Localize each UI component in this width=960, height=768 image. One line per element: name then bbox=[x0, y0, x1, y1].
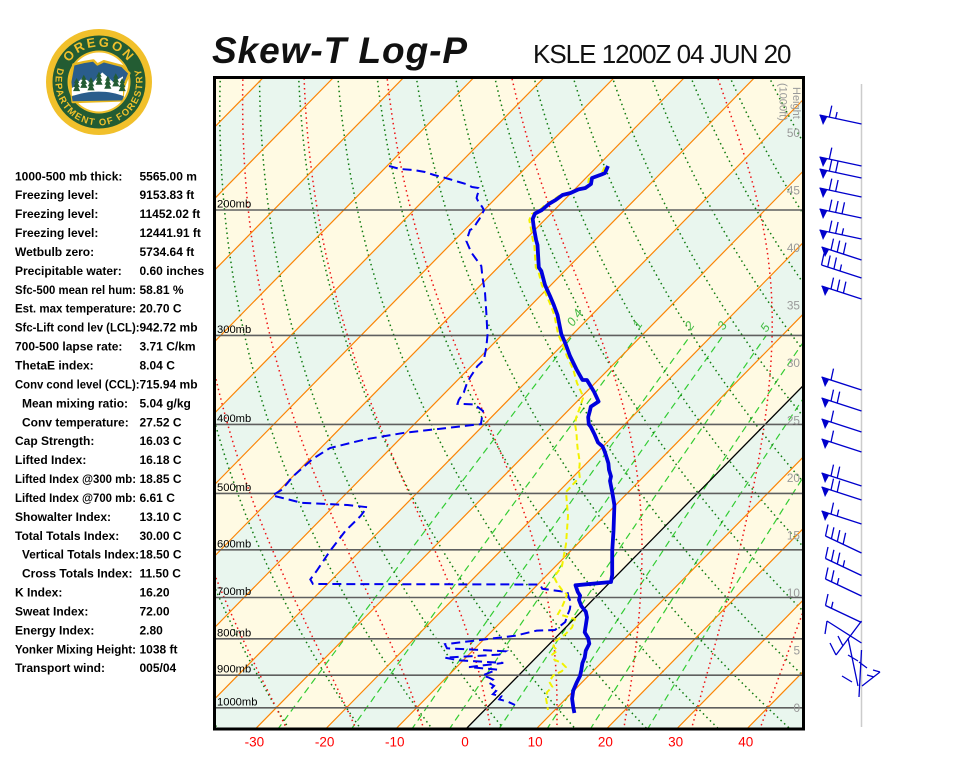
svg-text:6.61 C: 6.61 C bbox=[140, 491, 176, 505]
svg-text:Energy Index:: Energy Index: bbox=[15, 623, 94, 637]
svg-text:Height: Height bbox=[790, 87, 802, 119]
svg-text:2.80: 2.80 bbox=[140, 623, 164, 637]
svg-text:27.52 C: 27.52 C bbox=[140, 415, 182, 429]
svg-text:Est. max temperature:: Est. max temperature: bbox=[15, 302, 136, 316]
svg-text:9153.83 ft: 9153.83 ft bbox=[140, 188, 195, 202]
svg-text:30: 30 bbox=[787, 356, 801, 370]
svg-text:10: 10 bbox=[787, 586, 801, 600]
svg-text:35: 35 bbox=[787, 299, 801, 313]
svg-text:Total Totals Index:: Total Totals Index: bbox=[15, 529, 119, 543]
svg-text:715.94 mb: 715.94 mb bbox=[140, 377, 198, 391]
svg-text:58.81 %: 58.81 % bbox=[140, 283, 184, 297]
svg-text:8.04 C: 8.04 C bbox=[140, 359, 176, 373]
svg-text:15: 15 bbox=[787, 529, 801, 543]
svg-text:18.85 C: 18.85 C bbox=[140, 472, 182, 486]
svg-text:0: 0 bbox=[793, 701, 800, 715]
svg-text:5734.64 ft: 5734.64 ft bbox=[140, 245, 195, 259]
svg-text:12441.91 ft: 12441.91 ft bbox=[140, 226, 201, 240]
svg-text:-10: -10 bbox=[385, 735, 405, 750]
svg-text:800mb: 800mb bbox=[217, 627, 251, 639]
svg-text:45: 45 bbox=[787, 184, 801, 198]
svg-text:18.50 C: 18.50 C bbox=[140, 548, 182, 562]
svg-text:0: 0 bbox=[461, 735, 469, 750]
svg-text:30: 30 bbox=[668, 735, 683, 750]
svg-text:KSLE 1200Z 04 JUN 20: KSLE 1200Z 04 JUN 20 bbox=[533, 39, 791, 69]
svg-text:Yonker Mixing Height:: Yonker Mixing Height: bbox=[15, 642, 136, 656]
svg-text:Sweat Index:: Sweat Index: bbox=[15, 605, 88, 619]
svg-text:Sfc-500 mean rel hum:: Sfc-500 mean rel hum: bbox=[15, 283, 136, 297]
svg-text:942.72 mb: 942.72 mb bbox=[140, 321, 198, 335]
svg-text:Freezing level:: Freezing level: bbox=[15, 226, 98, 240]
svg-text:Cross Totals Index:: Cross Totals Index: bbox=[22, 567, 132, 581]
svg-text:Showalter Index:: Showalter Index: bbox=[15, 510, 111, 524]
svg-text:30.00 C: 30.00 C bbox=[140, 529, 182, 543]
svg-text:Mean mixing ratio:: Mean mixing ratio: bbox=[22, 396, 128, 410]
svg-text:16.03 C: 16.03 C bbox=[140, 434, 182, 448]
svg-text:1000-500 mb thick:: 1000-500 mb thick: bbox=[15, 169, 122, 183]
svg-text:20.70 C: 20.70 C bbox=[140, 302, 182, 316]
svg-text:11452.02 ft: 11452.02 ft bbox=[140, 207, 201, 221]
svg-text:900mb: 900mb bbox=[217, 664, 251, 676]
svg-text:Lifted Index @700 mb:: Lifted Index @700 mb: bbox=[15, 491, 136, 505]
svg-text:Wetbulb zero:: Wetbulb zero: bbox=[15, 245, 94, 259]
svg-text:1000mb: 1000mb bbox=[217, 696, 257, 708]
svg-text:13.10 C: 13.10 C bbox=[140, 510, 182, 524]
svg-text:Conv temperature:: Conv temperature: bbox=[22, 415, 129, 429]
svg-text:700-500 lapse rate:: 700-500 lapse rate: bbox=[15, 340, 122, 354]
svg-text:Precipitable water:: Precipitable water: bbox=[15, 264, 122, 278]
svg-text:-20: -20 bbox=[315, 735, 335, 750]
svg-text:Transport wind:: Transport wind: bbox=[15, 661, 105, 675]
svg-text:20: 20 bbox=[598, 735, 613, 750]
svg-text:700mb: 700mb bbox=[217, 586, 251, 598]
svg-text:11.50 C: 11.50 C bbox=[140, 567, 182, 581]
svg-text:200mb: 200mb bbox=[217, 199, 251, 211]
svg-text:Freezing level:: Freezing level: bbox=[15, 188, 98, 202]
svg-text:0.60 inches: 0.60 inches bbox=[140, 264, 205, 278]
svg-text:Cap Strength:: Cap Strength: bbox=[15, 434, 94, 448]
svg-text:3.71 C/km: 3.71 C/km bbox=[140, 340, 196, 354]
svg-text:300mb: 300mb bbox=[217, 324, 251, 336]
svg-text:20: 20 bbox=[787, 471, 801, 485]
svg-text:10: 10 bbox=[528, 735, 543, 750]
svg-text:50: 50 bbox=[787, 126, 801, 140]
svg-text:400mb: 400mb bbox=[217, 413, 251, 425]
svg-text:Sfc-Lift cond lev (LCL):: Sfc-Lift cond lev (LCL): bbox=[15, 321, 140, 335]
svg-text:40: 40 bbox=[738, 735, 753, 750]
svg-text:Skew-T Log-P: Skew-T Log-P bbox=[212, 30, 468, 71]
svg-text:16.20: 16.20 bbox=[140, 586, 170, 600]
svg-text:5: 5 bbox=[793, 644, 800, 658]
svg-text:Lifted Index:: Lifted Index: bbox=[15, 453, 86, 467]
svg-text:500mb: 500mb bbox=[217, 482, 251, 494]
svg-text:1038 ft: 1038 ft bbox=[140, 642, 178, 656]
svg-text:ThetaE index:: ThetaE index: bbox=[15, 359, 94, 373]
svg-text:Lifted Index @300 mb:: Lifted Index @300 mb: bbox=[15, 472, 136, 486]
svg-text:25: 25 bbox=[787, 414, 801, 428]
svg-text:5565.00 m: 5565.00 m bbox=[140, 169, 197, 183]
svg-text:40: 40 bbox=[787, 241, 801, 255]
svg-text:600mb: 600mb bbox=[217, 538, 251, 550]
svg-text:5.04 g/kg: 5.04 g/kg bbox=[140, 396, 191, 410]
svg-text:Freezing level:: Freezing level: bbox=[15, 207, 98, 221]
svg-text:16.18 C: 16.18 C bbox=[140, 453, 182, 467]
svg-text:Vertical Totals Index:: Vertical Totals Index: bbox=[22, 548, 139, 562]
svg-text:72.00: 72.00 bbox=[140, 605, 170, 619]
svg-text:-30: -30 bbox=[245, 735, 265, 750]
svg-text:Conv cond level (CCL):: Conv cond level (CCL): bbox=[15, 377, 140, 391]
svg-text:K Index:: K Index: bbox=[15, 586, 62, 600]
svg-text:005/04: 005/04 bbox=[140, 661, 177, 675]
svg-text:(1000ft): (1000ft) bbox=[777, 83, 789, 121]
